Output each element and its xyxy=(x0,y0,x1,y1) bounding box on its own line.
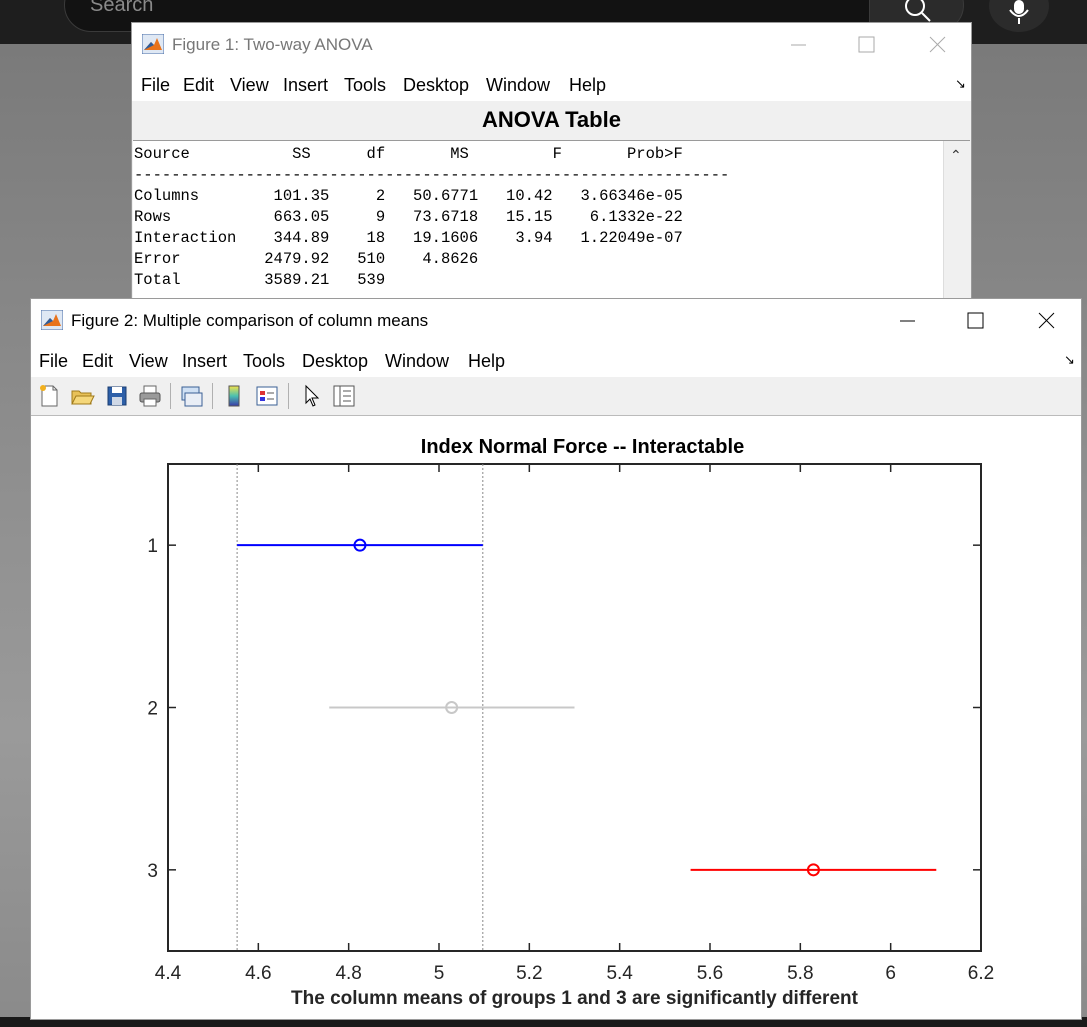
anova-table-text: Source SS df MS F Prob>F ---------------… xyxy=(134,145,730,289)
y-tick-label: 1 xyxy=(147,536,158,557)
scroll-up-icon[interactable]: ⌃ xyxy=(950,147,962,163)
multcompare-chart[interactable]: Index Normal Force -- Interactable 4.4 4.6… xyxy=(31,416,1081,1019)
menu-desktop[interactable]: Desktop xyxy=(403,75,470,95)
menu-tools[interactable]: Tools xyxy=(344,75,387,95)
y-tick-label: 2 xyxy=(147,699,158,720)
search-placeholder: Search xyxy=(90,0,154,16)
anova-table-heading: ANOVA Table xyxy=(132,101,971,139)
figure1-menubar: File Edit View Insert Tools Desktop Wind… xyxy=(132,67,971,102)
property-inspector-icon[interactable] xyxy=(331,383,357,409)
menu-window[interactable]: Window xyxy=(486,75,551,95)
figure2-menubar: File Edit View Insert Tools Desktop Wind… xyxy=(31,343,1081,378)
menu-file[interactable]: File xyxy=(39,351,69,371)
x-tick-label: 4.4 xyxy=(155,963,182,984)
save-icon[interactable] xyxy=(104,383,130,409)
maximize-icon[interactable] xyxy=(852,33,882,57)
figure1-title: Figure 1: Two-way ANOVA xyxy=(172,35,373,54)
menu-insert[interactable]: Insert xyxy=(283,75,329,95)
toolbar-separator xyxy=(170,383,171,409)
toolbar-separator xyxy=(288,383,289,409)
print-icon[interactable] xyxy=(137,383,163,409)
x-tick-label: 6.2 xyxy=(968,963,994,984)
x-tick-label: 5 xyxy=(434,963,445,984)
dock-icon[interactable]: ↘ xyxy=(1064,352,1075,367)
menu-desktop[interactable]: Desktop xyxy=(302,351,369,371)
minimize-icon[interactable] xyxy=(893,309,923,333)
microphone-button[interactable] xyxy=(989,0,1049,32)
chart-title: Index Normal Force -- Interactable xyxy=(421,436,744,458)
x-tick-label: 5.4 xyxy=(606,963,633,984)
search-icon xyxy=(905,0,931,22)
menu-view[interactable]: View xyxy=(129,351,168,371)
figure1-window[interactable]: Figure 1: Two-way ANOVA File Edit View I… xyxy=(131,22,972,324)
maximize-icon[interactable] xyxy=(961,309,991,333)
y-tick-label: 3 xyxy=(147,861,158,882)
x-axis-label: The column means of groups 1 and 3 are s… xyxy=(291,988,859,1009)
taskbar-strip xyxy=(0,1017,1087,1027)
menu-help[interactable]: Help xyxy=(468,351,506,371)
legend-icon[interactable] xyxy=(254,383,280,409)
x-tick-label: 4.8 xyxy=(335,963,361,984)
menu-edit[interactable]: Edit xyxy=(183,75,215,95)
group2-mean-marker xyxy=(445,701,459,714)
anova-scrollbar[interactable]: ⌃ xyxy=(943,141,970,324)
x-tick-label: 4.6 xyxy=(245,963,271,984)
matlab-icon xyxy=(41,310,63,330)
menu-edit[interactable]: Edit xyxy=(82,351,114,371)
toolbar-separator xyxy=(212,383,213,409)
menu-tools[interactable]: Tools xyxy=(243,351,286,371)
menu-help[interactable]: Help xyxy=(569,75,607,95)
dock-icon[interactable]: ↘ xyxy=(955,76,966,91)
figure2-title: Figure 2: Multiple comparison of column … xyxy=(71,311,429,330)
menu-window[interactable]: Window xyxy=(385,351,450,371)
matlab-icon xyxy=(142,34,164,54)
x-tick-label: 5.8 xyxy=(787,963,813,984)
edit-plot-arrow-icon[interactable] xyxy=(299,383,325,409)
open-file-icon[interactable] xyxy=(69,383,95,409)
figure2-window[interactable]: Figure 2: Multiple comparison of column … xyxy=(30,298,1082,1020)
figure1-titlebar[interactable]: Figure 1: Two-way ANOVA xyxy=(132,23,971,67)
colorbar-icon[interactable] xyxy=(221,383,247,409)
figure2-titlebar[interactable]: Figure 2: Multiple comparison of column … xyxy=(31,299,1081,343)
menu-file[interactable]: File xyxy=(141,75,171,95)
menu-insert[interactable]: Insert xyxy=(182,351,228,371)
menu-view[interactable]: View xyxy=(230,75,269,95)
x-tick-label: 5.6 xyxy=(697,963,723,984)
minimize-icon[interactable] xyxy=(784,33,814,57)
link-plot-icon[interactable] xyxy=(178,383,204,409)
close-icon[interactable] xyxy=(922,33,952,57)
plot-area[interactable]: Index Normal Force -- Interactable 4.4 4.6… xyxy=(31,416,1081,1019)
close-icon[interactable] xyxy=(1031,309,1061,333)
x-tick-label: 5.2 xyxy=(516,963,542,984)
x-tick-label: 6 xyxy=(885,963,896,984)
new-figure-icon[interactable] xyxy=(36,383,62,409)
figure-toolbar xyxy=(31,377,1081,416)
microphone-icon xyxy=(1009,0,1029,24)
group3-mean-marker xyxy=(806,863,820,877)
group1-mean-marker xyxy=(353,538,367,552)
anova-table-panel: Source SS df MS F Prob>F ---------------… xyxy=(133,140,970,324)
